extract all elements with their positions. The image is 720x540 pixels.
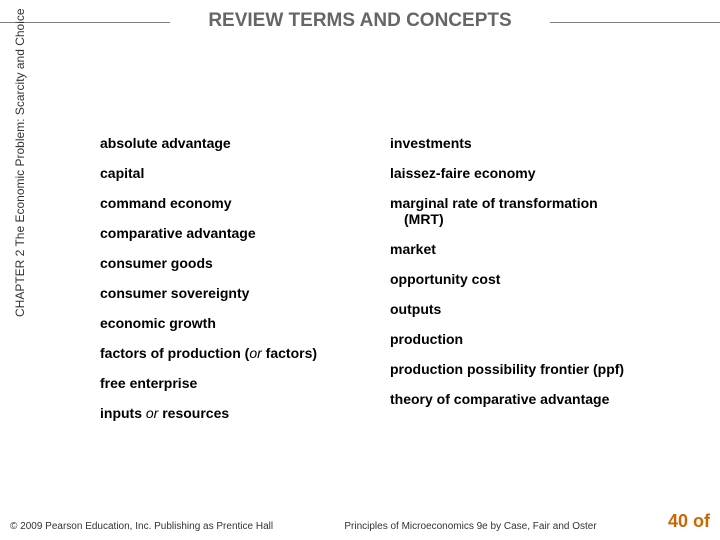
term-item: capital bbox=[100, 165, 360, 181]
term-item: consumer sovereignty bbox=[100, 285, 360, 301]
chapter-sidebar-label: CHAPTER 2 The Economic Problem: Scarcity… bbox=[13, 8, 27, 317]
term-item: command economy bbox=[100, 195, 360, 211]
term-item: comparative advantage bbox=[100, 225, 360, 241]
terms-column-2: investments laissez-faire economy margin… bbox=[390, 135, 690, 421]
terms-content: absolute advantage capital command econo… bbox=[100, 135, 690, 421]
term-item: production bbox=[390, 331, 690, 347]
term-item: absolute advantage bbox=[100, 135, 360, 151]
term-item: investments bbox=[390, 135, 690, 151]
book-title-text: Principles of Microeconomics 9e by Case,… bbox=[344, 521, 596, 532]
slide-footer: © 2009 Pearson Education, Inc. Publishin… bbox=[10, 511, 710, 532]
term-item: opportunity cost bbox=[390, 271, 690, 287]
term-item: factors of production (or factors) bbox=[100, 345, 360, 361]
header-rule-right bbox=[550, 22, 720, 23]
slide-header: REVIEW TERMS AND CONCEPTS bbox=[0, 0, 720, 32]
term-item: inputs or resources bbox=[100, 405, 360, 421]
term-item: marginal rate of transformation (MRT) bbox=[390, 195, 690, 227]
term-item: market bbox=[390, 241, 690, 257]
page-number: 40 of bbox=[668, 511, 710, 532]
slide-title: REVIEW TERMS AND CONCEPTS bbox=[208, 10, 511, 31]
term-item: laissez-faire economy bbox=[390, 165, 690, 181]
term-item: consumer goods bbox=[100, 255, 360, 271]
term-item: outputs bbox=[390, 301, 690, 317]
terms-column-1: absolute advantage capital command econo… bbox=[100, 135, 360, 421]
term-item: free enterprise bbox=[100, 375, 360, 391]
term-item: theory of comparative advantage bbox=[390, 391, 690, 407]
term-item: production possibility frontier (ppf) bbox=[390, 361, 690, 377]
term-item: economic growth bbox=[100, 315, 360, 331]
copyright-text: © 2009 Pearson Education, Inc. Publishin… bbox=[10, 521, 273, 532]
